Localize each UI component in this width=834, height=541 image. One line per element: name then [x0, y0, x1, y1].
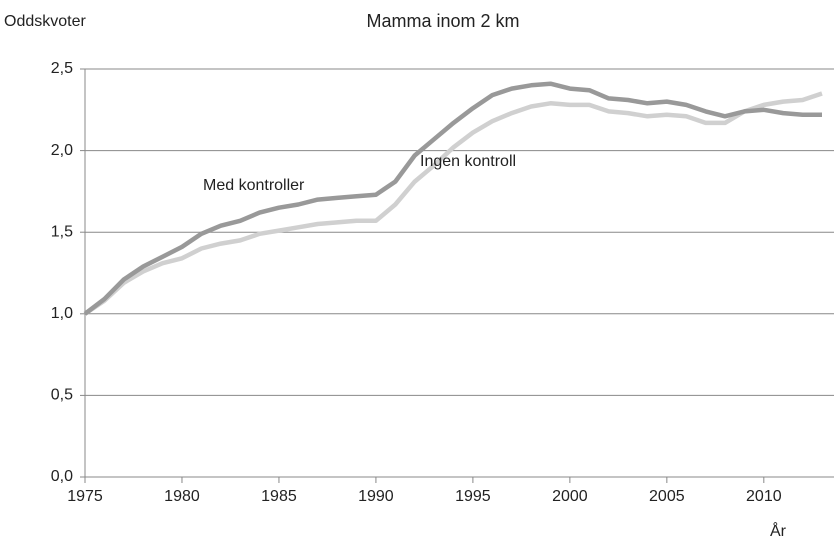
y-tick-label: 1,5 [51, 223, 73, 240]
series-label: Ingen kontroll [420, 153, 516, 170]
x-tick-label: 1985 [261, 488, 297, 505]
y-tick-label: 0,5 [51, 387, 73, 404]
x-tick-label: 1980 [164, 488, 200, 505]
y-tick-label: 2,5 [51, 60, 73, 77]
chart-title: Mamma inom 2 km [366, 11, 519, 31]
y-tick-label: 1,0 [51, 305, 73, 322]
y-axis-label: Oddskvoter [4, 13, 86, 30]
series-line [83, 91, 823, 316]
y-tick-label: 2,0 [51, 142, 73, 159]
series-label: Med kontroller [203, 177, 305, 194]
x-tick-label: 2000 [552, 488, 588, 505]
x-axis-label: År [770, 521, 787, 540]
x-tick-label: 1990 [358, 488, 394, 505]
x-tick-label: 1975 [67, 488, 103, 505]
series-line [83, 81, 822, 316]
x-tick-label: 2005 [649, 488, 685, 505]
y-tick-label: 0,0 [51, 468, 73, 485]
x-tick-label: 1995 [455, 488, 491, 505]
x-tick-label: 2010 [746, 488, 782, 505]
